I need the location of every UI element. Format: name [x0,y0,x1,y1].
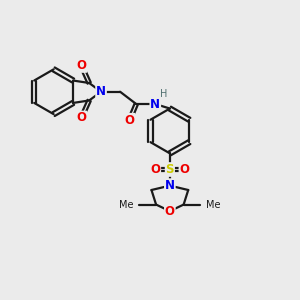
Text: H: H [160,89,167,99]
Text: O: O [165,205,175,218]
Text: N: N [96,85,106,98]
Text: S: S [166,163,174,176]
Text: O: O [76,59,86,72]
Text: O: O [179,163,189,176]
Text: Me: Me [119,200,134,210]
Text: N: N [150,98,160,111]
Text: N: N [165,179,175,192]
Text: O: O [124,114,134,127]
Text: O: O [76,112,86,124]
Text: Me: Me [206,200,220,210]
Text: O: O [150,163,160,176]
